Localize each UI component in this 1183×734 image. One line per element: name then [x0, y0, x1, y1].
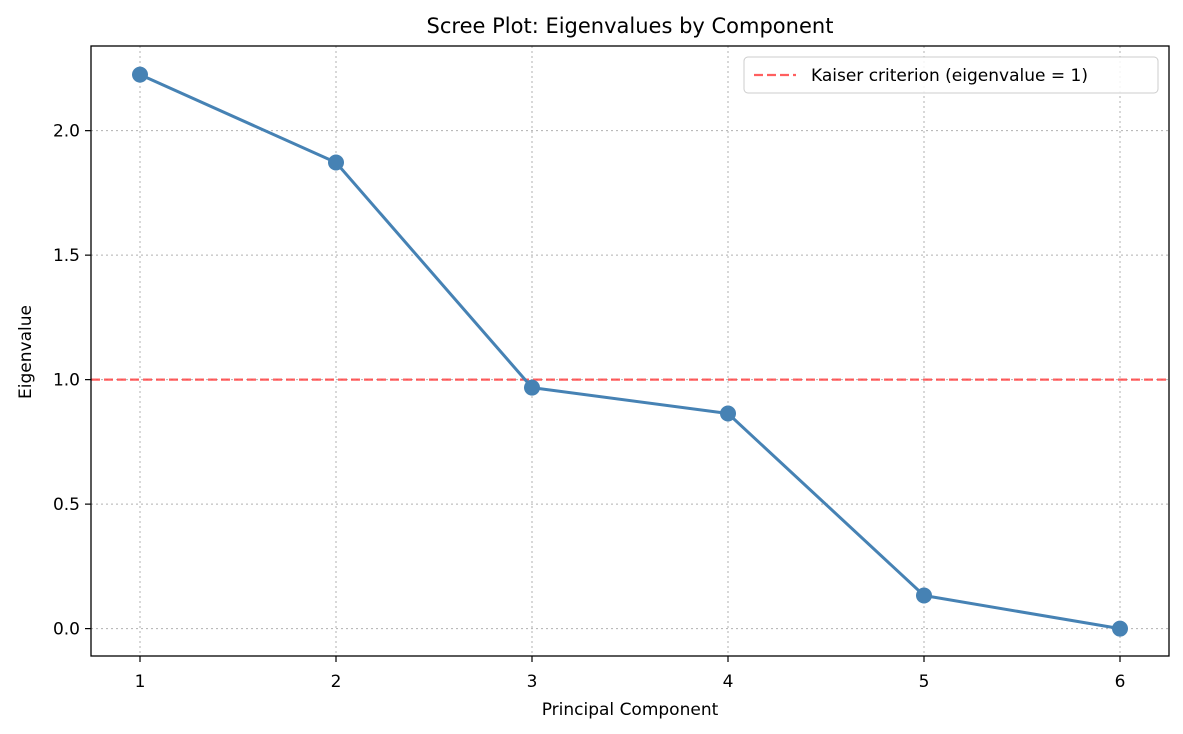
- y-tick-label: 1.5: [53, 246, 80, 266]
- eigenvalue-point: [916, 587, 932, 604]
- x-tick-label: 2: [331, 672, 342, 692]
- eigenvalue-point: [132, 66, 148, 83]
- x-tick-label: 4: [723, 672, 734, 692]
- y-tick-label: 0.5: [53, 495, 80, 515]
- x-tick-label: 1: [135, 672, 146, 692]
- legend-box: [743, 56, 1159, 94]
- eigenvalue-point: [328, 154, 344, 171]
- grid-lines: [91, 46, 1169, 656]
- y-tick-label: 2.0: [53, 122, 80, 142]
- x-tick-label: 3: [527, 672, 538, 692]
- legend: Kaiser criterion (eigenvalue = 1): [743, 56, 1159, 94]
- legend-label: Kaiser criterion (eigenvalue = 1): [811, 66, 1088, 86]
- y-axis-ticks: 0.0 0.5 1.0 1.5 2.0: [53, 122, 91, 640]
- eigenvalue-point: [524, 379, 540, 396]
- series-layer: [132, 66, 1128, 637]
- x-tick-label: 6: [1115, 672, 1126, 692]
- x-tick-label: 5: [919, 672, 930, 692]
- y-tick-label: 1.0: [53, 371, 80, 391]
- eigenvalue-series-line: [139, 73, 1121, 631]
- x-axis-ticks: 1 2 3 4 5 6: [135, 656, 1126, 692]
- eigenvalue-point: [1112, 620, 1128, 637]
- eigenvalue-point: [720, 405, 736, 422]
- x-axis-label: Principal Component: [542, 700, 719, 720]
- y-axis-label: Eigenvalue: [16, 305, 36, 399]
- y-tick-label: 0.0: [53, 620, 80, 640]
- plot-frame: [90, 45, 1170, 657]
- chart-title: Scree Plot: Eigenvalues by Component: [427, 14, 834, 38]
